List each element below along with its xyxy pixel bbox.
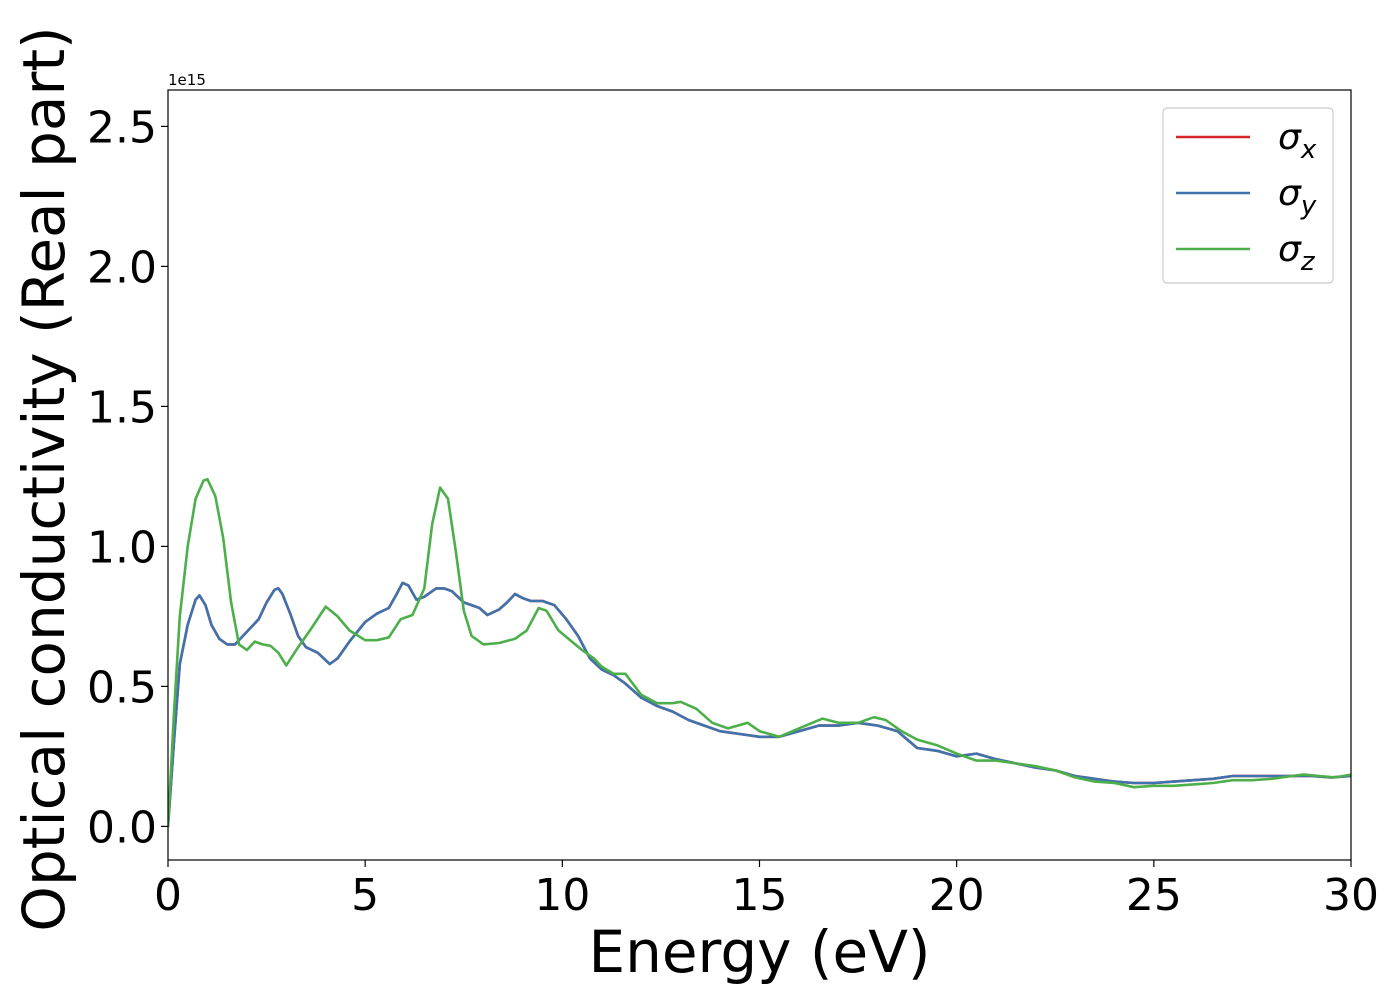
y-tick-label: 0.5 <box>87 662 157 713</box>
x-tick-label: 20 <box>929 870 985 921</box>
x-axis: 0 5 10 15 20 25 30 <box>154 860 1379 921</box>
y-tick-label: 2.0 <box>87 242 157 293</box>
legend-subscript: z <box>1300 247 1316 277</box>
series-layer <box>168 477 1351 828</box>
x-tick-label: 10 <box>534 870 590 921</box>
series-line-z <box>168 477 1351 828</box>
legend-box <box>1162 107 1334 284</box>
legend-label-z: σz <box>1278 229 1316 277</box>
x-tick-label: 15 <box>732 870 788 921</box>
x-tick-label: 25 <box>1126 870 1182 921</box>
legend-subscript: x <box>1300 135 1317 165</box>
y-tick-label: 1.5 <box>87 382 157 433</box>
legend-label-x: σx <box>1278 117 1317 165</box>
legend-subscript: y <box>1300 191 1317 221</box>
legend-symbol: σ <box>1278 173 1302 214</box>
x-tick-label: 0 <box>154 870 182 921</box>
legend-symbol: σ <box>1278 229 1302 270</box>
legend-label-y: σy <box>1278 173 1317 221</box>
x-tick-label: 30 <box>1323 870 1379 921</box>
x-tick-label: 5 <box>351 870 379 921</box>
y-tick-label: 2.5 <box>87 102 157 153</box>
x-axis-title: Energy (eV) <box>588 918 930 986</box>
series-line-y <box>168 581 1351 828</box>
series-line-x <box>168 581 1351 828</box>
legend-symbol: σ <box>1278 117 1302 158</box>
y-offset-text: 1e15 <box>168 71 206 89</box>
y-axis: 0.0 0.5 1.0 1.5 2.0 2.5 <box>87 102 168 853</box>
y-tick-label: 0.0 <box>87 802 157 853</box>
y-tick-label: 1.0 <box>87 522 157 573</box>
y-axis-title: Optical conductivity (Real part) <box>10 26 78 931</box>
